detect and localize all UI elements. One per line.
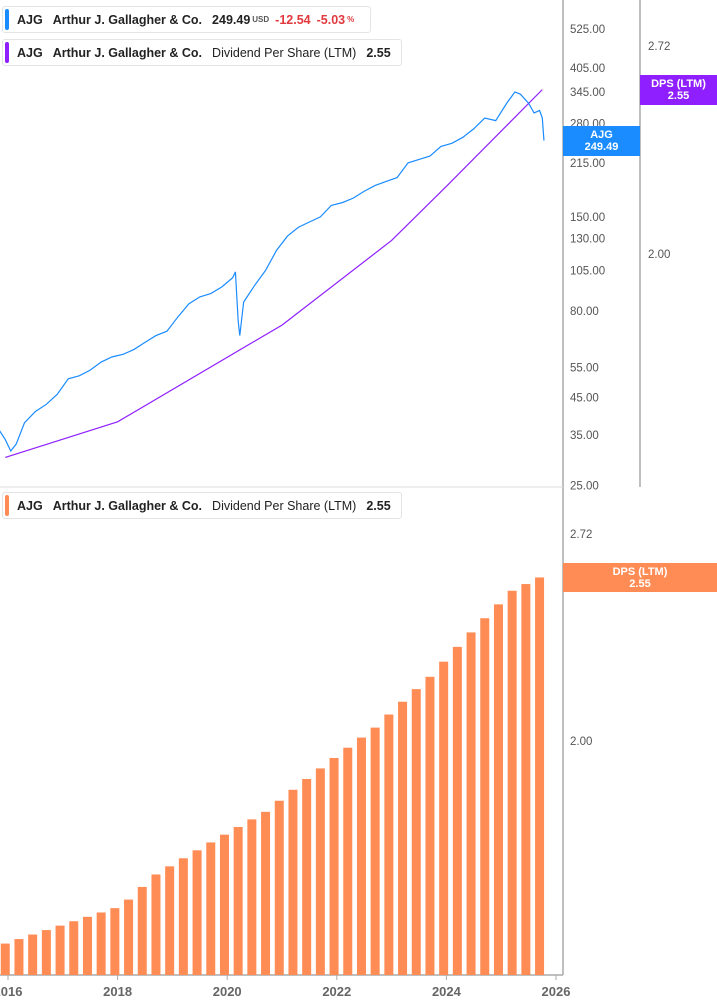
dps-bar (398, 701, 408, 975)
price-series-color (5, 9, 9, 30)
currency: USD (252, 15, 270, 24)
dps-bar (137, 886, 147, 975)
ticker: AJG (17, 12, 43, 27)
price-tick-label: 150.00 (570, 212, 605, 224)
dps-series-color (5, 495, 9, 516)
x-tick-label: 2022 (322, 984, 351, 999)
dps-badge-value: 2.55 (629, 577, 651, 590)
dps-bar (14, 939, 24, 975)
price-badge-value: 249.49 (584, 141, 619, 153)
dps-badge-bottom: DPS (LTM) 2.55 (563, 563, 717, 592)
dps-bar (315, 768, 325, 975)
price-tick-label: 280.00 (570, 118, 605, 130)
dps-bar (55, 925, 65, 975)
dps-bar (261, 811, 271, 975)
metric-value: 2.55 (366, 45, 391, 60)
dps-bar (96, 912, 106, 975)
dps-bar (302, 779, 312, 975)
dps-bar (535, 577, 545, 975)
dps-bar (466, 632, 476, 975)
dps-bar (493, 604, 503, 975)
metric-name: Dividend Per Share (LTM) (212, 45, 357, 60)
dps-bar (356, 737, 366, 975)
x-tick-label: 2020 (213, 984, 242, 999)
dps-bar (82, 916, 92, 975)
price-tick-label: 130.00 (570, 233, 605, 245)
dps-legend-bottom[interactable]: AJG Arthur J. Gallagher & Co. Dividend P… (2, 492, 402, 519)
dps-bar (411, 689, 421, 975)
x-tick-label: 2026 (542, 984, 571, 999)
dps-bar (110, 908, 120, 975)
dps-bar (28, 934, 38, 975)
dps-bar (124, 899, 134, 975)
price-tick-label: 405.00 (570, 63, 605, 75)
dps-bar (425, 676, 435, 975)
x-tick-label: 2016 (0, 984, 22, 999)
dps-bar (439, 661, 449, 975)
price-badge-label: AJG (590, 129, 613, 141)
dps-badge-top: DPS (LTM) 2.55 (640, 75, 717, 105)
dps-bar (480, 618, 490, 975)
price-change: -12.54 (275, 12, 311, 27)
dps-legend-top[interactable]: AJG Arthur J. Gallagher & Co. Dividend P… (2, 39, 402, 66)
price-tick-label: 55.00 (570, 362, 599, 374)
dps-bar (329, 757, 339, 975)
dps-bar (206, 842, 216, 975)
dps-line (5, 89, 543, 458)
dps-badge-value: 2.55 (667, 90, 690, 102)
dps-bar (192, 850, 202, 975)
company-name: Arthur J. Gallagher & Co. (52, 12, 203, 27)
pct-sign: % (347, 15, 355, 24)
price-tick-label: 35.00 (570, 430, 599, 442)
dps-bar (41, 930, 51, 975)
dps-tick-label-bottom: 2.00 (570, 736, 592, 748)
dps-bar (288, 789, 298, 975)
x-tick-label: 2018 (103, 984, 132, 999)
dps-bar (151, 874, 161, 975)
price-tick-label: 45.00 (570, 393, 599, 405)
dps-tick-label-top: 2.00 (648, 249, 670, 261)
metric-value: 2.55 (366, 498, 391, 513)
dps-bar (343, 747, 353, 975)
dps-badge-label: DPS (LTM) (612, 565, 668, 578)
dps-tick-label-top: 2.72 (648, 41, 670, 53)
metric-name: Dividend Per Share (LTM) (212, 498, 357, 513)
dps-bar (165, 866, 175, 975)
dps-bar (0, 943, 10, 975)
dps-bar (178, 858, 188, 975)
price-line (0, 91, 545, 453)
dps-bar (521, 584, 531, 975)
price-legend[interactable]: AJG Arthur J. Gallagher & Co. 249.49 USD… (2, 6, 372, 33)
price-tick-label: 105.00 (570, 265, 605, 277)
dps-bar (370, 727, 380, 975)
ticker: AJG (17, 498, 43, 513)
dps-bar (507, 590, 517, 975)
price: 249.49 (212, 12, 251, 27)
price-tick-label: 80.00 (570, 306, 599, 318)
price-badge: AJG 249.49 (563, 126, 640, 156)
ticker: AJG (17, 45, 43, 60)
dps-tick-label-bottom: 2.72 (570, 529, 592, 541)
dps-bar (233, 826, 243, 975)
dps-bar (452, 646, 462, 975)
dps-bar (384, 714, 394, 975)
dps-bar (69, 921, 79, 975)
price-tick-label: 25.00 (570, 481, 599, 493)
dps-bar (274, 800, 284, 975)
price-tick-label: 525.00 (570, 24, 605, 36)
x-tick-label: 2024 (432, 984, 462, 999)
dps-bar (219, 834, 229, 975)
price-tick-label: 215.00 (570, 158, 605, 170)
price-tick-label: 345.00 (570, 87, 605, 99)
company-name: Arthur J. Gallagher & Co. (52, 498, 203, 513)
price-change-pct: -5.03 (316, 12, 346, 27)
dps-series-color (5, 42, 9, 63)
dps-badge-label: DPS (LTM) (651, 78, 706, 90)
dps-bar (247, 819, 257, 975)
company-name: Arthur J. Gallagher & Co. (52, 45, 203, 60)
